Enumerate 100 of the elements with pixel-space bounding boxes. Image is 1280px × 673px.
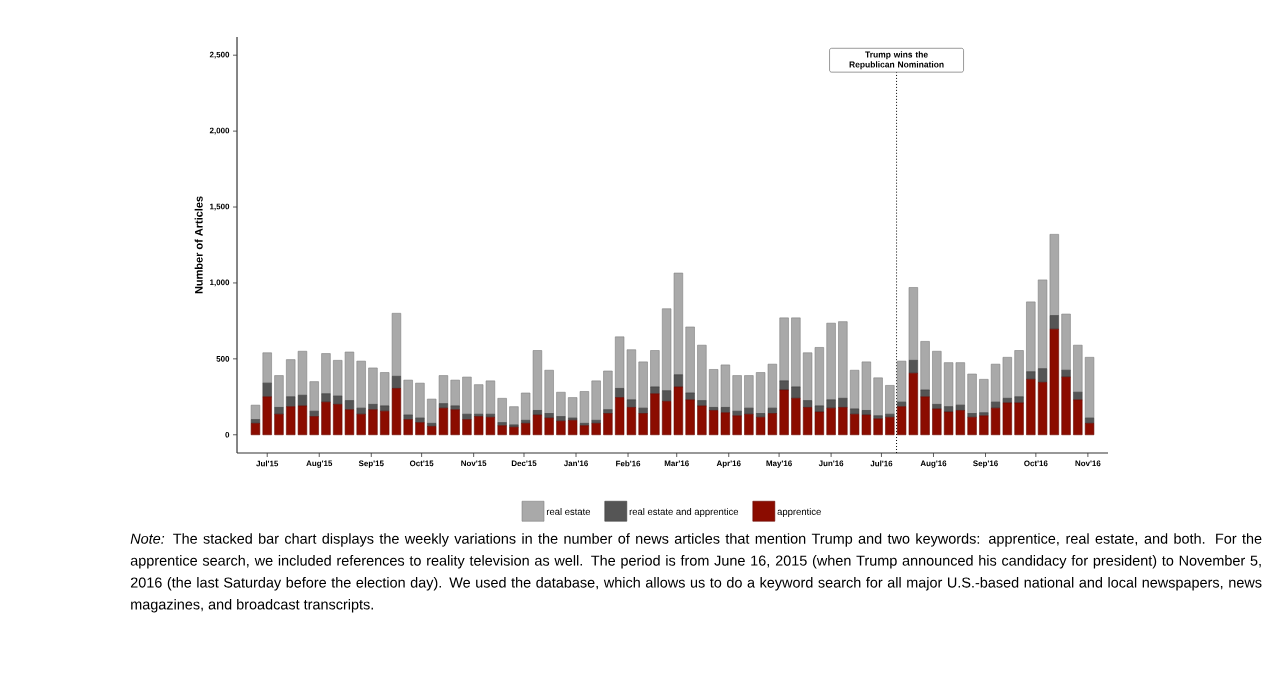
bar	[661, 390, 672, 402]
bar	[673, 374, 684, 388]
bar	[321, 353, 331, 395]
bar	[356, 407, 366, 415]
bar	[697, 405, 707, 436]
bar	[920, 396, 930, 436]
bar	[274, 413, 284, 436]
bar	[979, 379, 989, 414]
bar	[896, 401, 907, 407]
bar	[309, 381, 319, 412]
bar	[438, 403, 449, 409]
bar	[509, 424, 519, 428]
legend-label: real estate and apprentice	[629, 508, 739, 517]
bar	[403, 414, 413, 420]
bar	[1049, 315, 1059, 330]
bar	[932, 408, 942, 436]
bar	[1073, 391, 1083, 401]
bar	[779, 317, 789, 382]
bar	[450, 409, 460, 436]
bar	[497, 398, 507, 423]
bar	[685, 399, 695, 436]
bar	[309, 416, 319, 436]
bar	[885, 417, 895, 436]
bar	[744, 375, 754, 409]
bar	[626, 399, 637, 408]
bar	[556, 391, 566, 417]
bar	[1084, 417, 1095, 424]
bar	[462, 419, 472, 436]
bar	[638, 407, 648, 414]
bar	[967, 413, 977, 418]
bar	[403, 379, 413, 416]
bar	[791, 386, 801, 399]
bar	[920, 341, 930, 391]
bar	[356, 360, 366, 409]
bar	[274, 407, 284, 415]
bar	[767, 407, 778, 414]
bar	[685, 326, 695, 394]
bar	[368, 409, 378, 436]
bar	[755, 413, 766, 418]
bar	[591, 380, 601, 421]
bar	[614, 388, 625, 398]
bar	[1061, 376, 1071, 436]
ref-line-label: Trump wins the Republican Nomination	[849, 51, 944, 70]
bar	[932, 350, 942, 405]
bar	[497, 425, 507, 436]
bar	[250, 419, 261, 424]
bar	[415, 417, 425, 423]
bar	[321, 393, 331, 403]
bar	[638, 361, 648, 409]
bar	[415, 382, 425, 419]
bar	[732, 375, 742, 412]
bar	[826, 399, 836, 409]
bar	[250, 404, 261, 420]
bar	[509, 406, 519, 426]
bar	[967, 373, 977, 414]
bar	[1026, 301, 1036, 373]
bar	[1014, 402, 1024, 436]
bar	[544, 417, 554, 436]
bar	[462, 413, 472, 420]
bar	[567, 417, 578, 421]
bar	[791, 317, 801, 388]
bar	[1026, 371, 1036, 380]
bar	[356, 413, 366, 436]
bar	[603, 370, 613, 411]
bar	[1014, 350, 1024, 398]
bar	[967, 417, 977, 436]
bar	[885, 385, 895, 415]
bar	[403, 419, 413, 436]
bar	[262, 382, 272, 398]
bar	[732, 415, 742, 436]
bar	[1037, 368, 1048, 383]
bar	[544, 369, 554, 414]
bar	[603, 409, 613, 414]
bar	[697, 400, 707, 407]
bar	[250, 423, 261, 436]
bar	[1026, 379, 1036, 436]
bar	[368, 367, 378, 405]
bar	[415, 422, 425, 436]
bar	[380, 405, 390, 412]
bar	[638, 413, 648, 436]
legend-label: apprentice	[777, 508, 821, 517]
bar	[908, 360, 919, 374]
bar	[309, 410, 319, 417]
bar	[262, 352, 272, 384]
bar	[650, 386, 660, 395]
bar	[391, 376, 402, 389]
legend-label: real estate	[546, 508, 591, 516]
bar	[826, 322, 836, 401]
bar	[908, 287, 919, 361]
bar	[321, 401, 331, 436]
bar	[650, 350, 660, 388]
bar	[779, 380, 789, 391]
bar	[896, 360, 907, 403]
y-axis-title: Number of Articles	[194, 196, 203, 294]
bar	[450, 405, 460, 411]
bar	[979, 415, 989, 436]
bar	[274, 375, 284, 408]
bar	[744, 413, 754, 436]
bar	[838, 321, 848, 399]
bar	[603, 413, 613, 436]
